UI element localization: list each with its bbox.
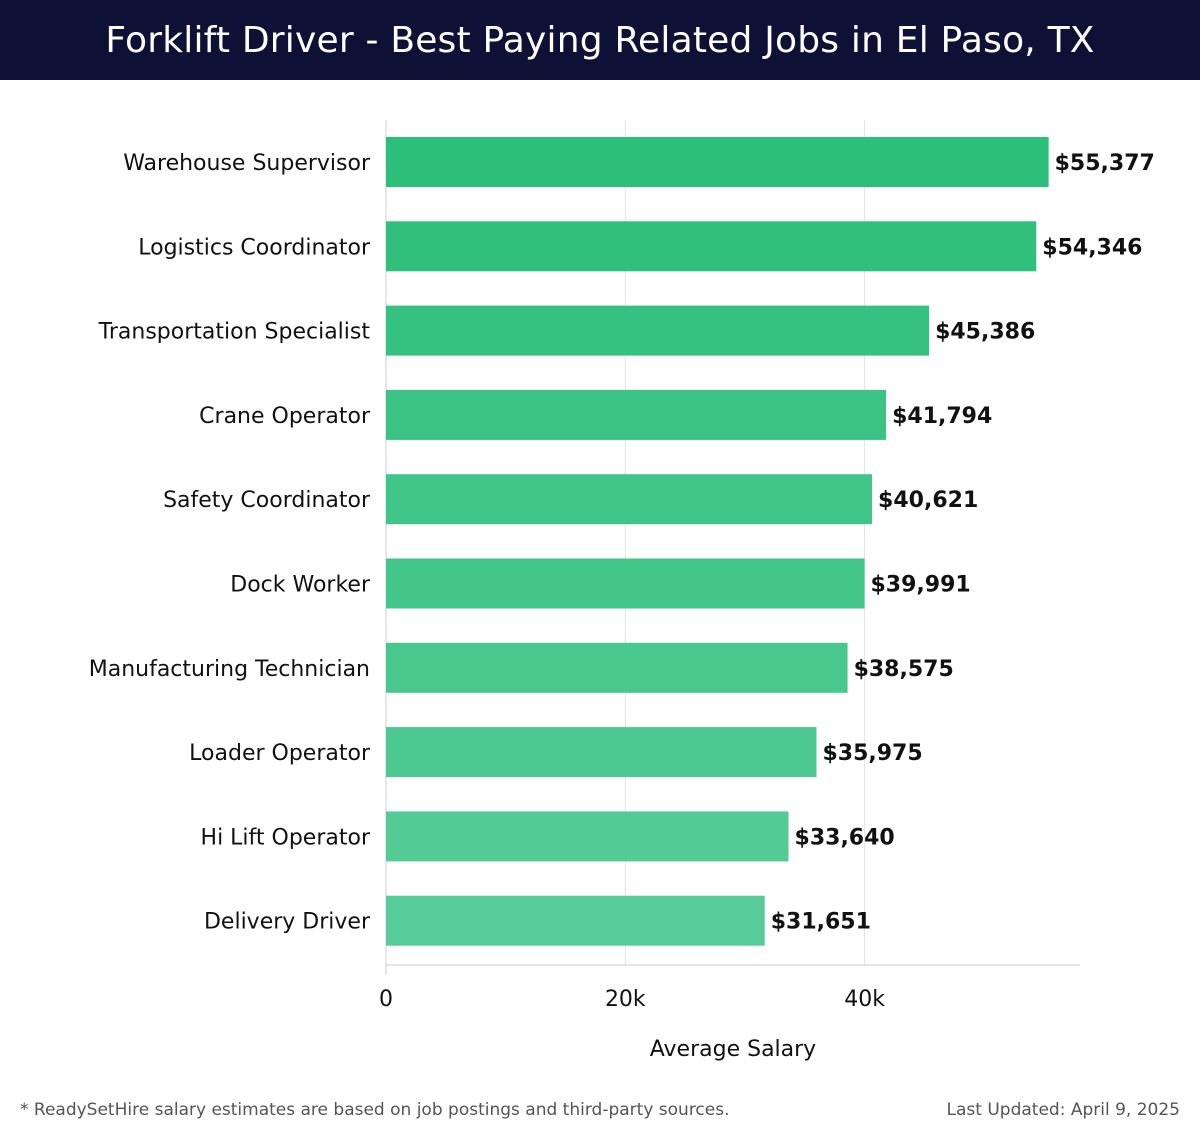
bar-chart: Warehouse Supervisor Logistics Coordinato… [89, 120, 1155, 1062]
chart-title: Forklift Driver - Best Paying Related Jo… [105, 19, 1095, 61]
x-tick-label-1: 20k [605, 987, 646, 1012]
category-labels: Warehouse Supervisor Logistics Coordinato… [89, 151, 371, 935]
value-label-3: $45,386 [935, 320, 1035, 345]
bar-8 [386, 727, 817, 778]
value-label-10: $31,651 [771, 910, 871, 935]
x-tick-label-2: 40k [844, 987, 885, 1012]
bar-4 [386, 389, 887, 440]
value-label-9: $33,640 [795, 825, 895, 850]
category-label-3: Transportation Specialist [98, 320, 371, 345]
bar-9 [386, 811, 789, 862]
category-label-6: Dock Worker [230, 573, 371, 598]
x-axis-title: Average Salary [650, 1037, 816, 1062]
value-label-5: $40,621 [878, 488, 978, 513]
bar-10 [386, 895, 765, 946]
x-tick-label-0: 0 [379, 987, 393, 1012]
bar-2 [386, 221, 1037, 272]
value-label-2: $54,346 [1042, 235, 1142, 260]
bar-6 [386, 558, 865, 609]
bars [386, 137, 1049, 946]
bar-1 [386, 137, 1049, 187]
x-axis-ticks: 0 20k 40k [379, 987, 885, 1012]
value-label-6: $39,991 [871, 573, 971, 598]
title-bar: Forklift Driver - Best Paying Related Jo… [0, 0, 1200, 80]
category-label-9: Hi Lift Operator [201, 825, 371, 850]
category-label-10: Delivery Driver [204, 910, 371, 935]
value-label-4: $41,794 [892, 404, 992, 429]
category-label-4: Crane Operator [199, 404, 371, 429]
footer-note: * ReadySetHire salary estimates are base… [20, 1100, 730, 1120]
category-label-7: Manufacturing Technician [89, 657, 370, 682]
bar-3 [386, 305, 930, 356]
value-label-7: $38,575 [854, 657, 954, 682]
value-label-1: $55,377 [1055, 151, 1155, 176]
value-labels: $55,377 $54,346 $45,386 $41,794 $40,621 $39,9… [771, 151, 1155, 935]
category-label-8: Loader Operator [189, 741, 371, 766]
bar-5 [386, 474, 873, 525]
category-label-2: Logistics Coordinator [138, 235, 371, 260]
bar-7 [386, 642, 848, 693]
category-label-1: Warehouse Supervisor [123, 151, 371, 176]
last-updated: Last Updated: April 9, 2025 [946, 1100, 1180, 1120]
category-label-5: Safety Coordinator [163, 488, 371, 513]
value-label-8: $35,975 [822, 741, 922, 766]
